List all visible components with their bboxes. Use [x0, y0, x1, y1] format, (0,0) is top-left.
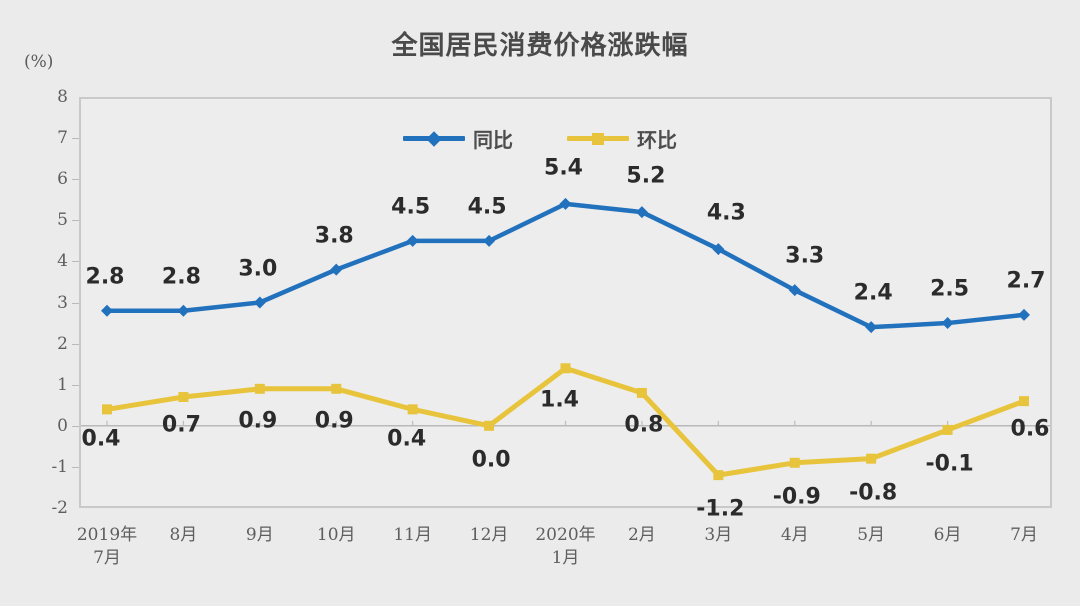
y-axis-tick-mark: [72, 466, 79, 468]
data-point-label: 0.9: [238, 408, 278, 434]
data-point-label: 0.4: [81, 426, 121, 452]
data-point-marker: [635, 206, 648, 219]
data-point-label: 0.4: [387, 426, 427, 452]
y-axis-tick-label: 6: [57, 169, 68, 190]
data-point-label: 0.7: [161, 412, 201, 438]
data-point-label: 0.8: [624, 412, 664, 438]
data-point-label: 2.7: [1006, 268, 1046, 294]
x-axis-tick-label: 2020年 1月: [535, 525, 596, 568]
data-point-marker: [942, 424, 953, 435]
data-point-marker: [331, 383, 342, 394]
zero-line: [81, 420, 1050, 427]
x-axis-tick-label: 3月: [704, 525, 733, 545]
data-point-label: -1.2: [696, 496, 745, 522]
data-point-marker: [713, 470, 724, 481]
y-axis-tick-label: 8: [57, 87, 68, 107]
data-point-marker: [102, 404, 112, 415]
data-point-label: 4.3: [706, 200, 746, 226]
data-point-marker: [1019, 396, 1029, 407]
x-axis-tick-label: 2019年 7月: [76, 525, 138, 568]
data-point-marker: [101, 304, 113, 317]
data-point-marker: [177, 304, 190, 317]
data-point-marker: [1018, 308, 1030, 321]
x-axis-tick-label: 12月: [469, 525, 509, 545]
x-axis-tick-label: 7月: [1010, 525, 1038, 545]
data-point-marker: [483, 234, 496, 247]
x-axis-tick-label: 5月: [857, 525, 886, 545]
x-axis-tick-label: 11月: [393, 525, 432, 545]
data-point-marker: [865, 321, 878, 334]
y-axis-tick-mark: [72, 261, 79, 263]
y-axis-tick-label: 5: [57, 210, 68, 231]
y-axis-tick-label: 1: [57, 374, 68, 395]
data-point-label: -0.8: [849, 480, 898, 506]
data-point-label: 1.4: [540, 387, 579, 413]
y-axis-tick-label: 2: [57, 333, 68, 354]
data-point-label: 5.4: [544, 155, 583, 181]
x-axis-tick-label: 10月: [316, 525, 356, 545]
y-axis-tick-mark: [72, 138, 79, 140]
data-point-marker: [559, 197, 572, 210]
y-axis-tick-mark: [72, 384, 79, 386]
x-axis-tick-label: 8月: [169, 525, 198, 545]
data-point-marker: [712, 243, 725, 256]
x-axis-tick-label: 9月: [245, 525, 274, 545]
y-axis-tick-mark: [72, 302, 79, 304]
y-axis-tick-label: -1: [51, 456, 68, 477]
data-point-label: 4.5: [467, 194, 507, 220]
y-axis-tick-mark: [72, 425, 79, 427]
data-point-label: 0.0: [471, 447, 511, 473]
data-point-label: 0.9: [314, 408, 354, 434]
data-point-marker: [253, 296, 266, 309]
data-point-label: 4.5: [391, 194, 431, 220]
data-point-label: 3.0: [238, 256, 278, 281]
data-point-marker: [254, 383, 265, 394]
data-point-marker: [406, 234, 419, 247]
data-point-marker: [407, 404, 418, 415]
data-point-label: 2.8: [161, 264, 201, 290]
data-point-marker: [636, 387, 647, 398]
data-point-marker: [484, 420, 495, 431]
y-axis-tick-mark: [72, 179, 79, 181]
data-point-label: 5.2: [626, 163, 666, 189]
data-point-marker: [560, 363, 571, 374]
data-point-label: 0.6: [1010, 416, 1050, 442]
data-point-marker: [788, 284, 801, 297]
data-point-marker: [330, 263, 343, 276]
x-axis-tick-label: 2月: [627, 525, 656, 545]
data-point-label: 3.3: [785, 243, 825, 269]
data-point-label: -0.1: [925, 451, 974, 477]
y-axis-tick-mark: [72, 220, 79, 222]
data-point-label: 2.8: [85, 264, 125, 290]
data-point-marker: [866, 453, 877, 464]
y-axis-unit-label: (%): [24, 52, 54, 72]
page-title: 全国居民消费价格涨跌幅: [391, 31, 689, 61]
y-axis-tick-label: 0: [57, 415, 68, 436]
y-axis-tick-label: 3: [57, 292, 68, 313]
data-point-label: 2.4: [853, 280, 893, 306]
y-axis-tick-label: -2: [51, 498, 68, 518]
data-point-label: 2.5: [930, 276, 970, 302]
data-point-label: -0.9: [772, 484, 821, 510]
y-axis-tick-label: 7: [57, 128, 68, 149]
data-point-label: 3.8: [314, 223, 354, 249]
data-point-marker: [789, 457, 800, 468]
data-point-marker: [178, 392, 189, 403]
x-axis-tick-label: 6月: [933, 525, 962, 545]
y-axis-tick-mark: [72, 343, 79, 345]
data-point-marker: [941, 317, 954, 330]
y-axis-tick-label: 4: [57, 251, 68, 272]
x-axis-tick-label: 4月: [780, 525, 809, 545]
